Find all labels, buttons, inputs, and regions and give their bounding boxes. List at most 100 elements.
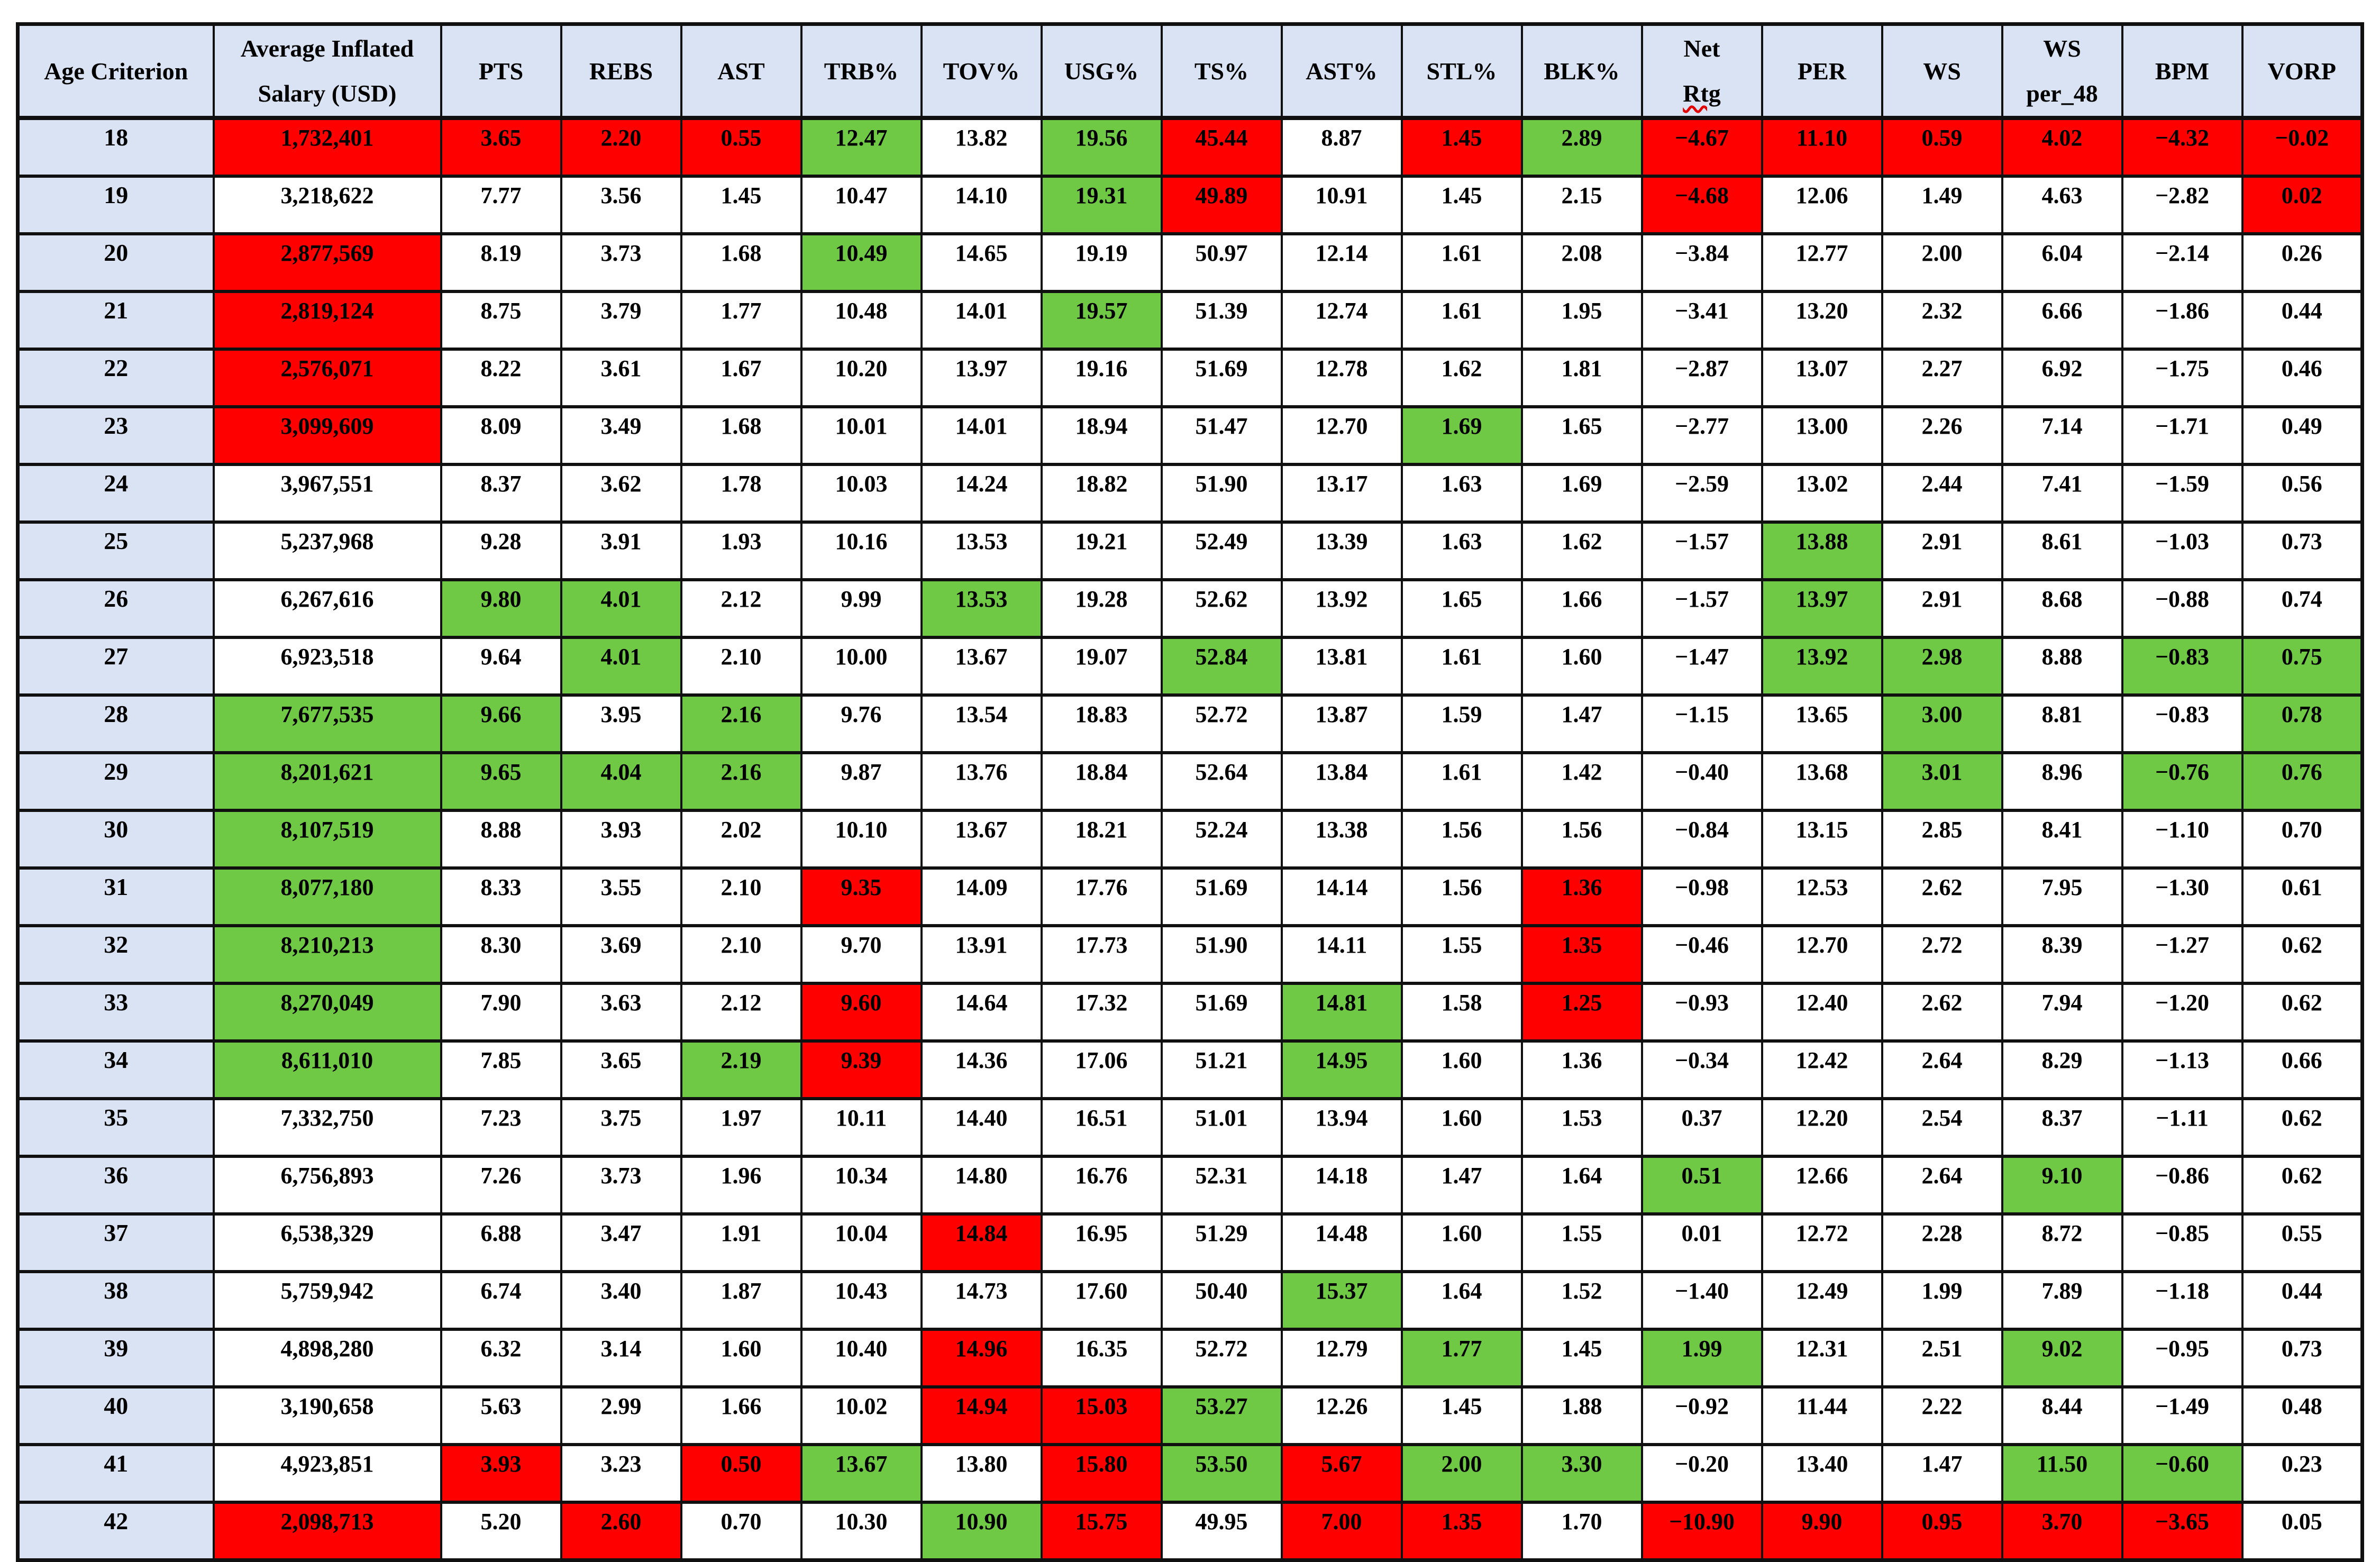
col-header-usg: USG% [1040,22,1163,121]
cell-ws: 2.72 [1881,924,2003,985]
cell-trb: 10.47 [800,175,923,236]
cell-usg: 15.80 [1040,1443,1163,1504]
cell-trb: 9.99 [800,578,923,640]
cell-tov: 14.94 [920,1385,1043,1447]
cell-ws: 1.49 [1881,175,2003,236]
cell-ts: 51.01 [1160,1097,1283,1158]
cell-astpct: 13.92 [1280,578,1403,640]
spellcheck-underline: Rtg [1683,80,1721,107]
cell-per: 13.00 [1761,405,1883,467]
cell-netrtg: −1.40 [1640,1270,1763,1331]
cell-vorp: 0.48 [2241,1385,2364,1447]
cell-wsp48: 4.63 [2001,175,2123,236]
cell-salary: 6,756,893 [212,1155,442,1216]
cell-rebs: 3.69 [560,924,682,985]
cell-bpm: −1.18 [2121,1270,2244,1331]
cell-pts: 8.09 [440,405,562,467]
cell-trb: 9.35 [800,866,923,928]
cell-rebs: 3.55 [560,866,682,928]
cell-astpct: 13.87 [1280,693,1403,755]
cell-stl: 1.45 [1400,116,1523,178]
table-row-age-18: 18 1,732,401 3.65 2.20 0.55 12.47 13.82 19.56 45… [16,116,2364,178]
cell-per: 13.07 [1761,348,1883,409]
cell-astpct: 5.67 [1280,1443,1403,1504]
col-header-salary: Average Inflated Salary (USD) [212,22,442,121]
cell-ws: 2.27 [1881,348,2003,409]
cell-astpct: 13.81 [1280,636,1403,697]
cell-stl: 2.00 [1400,1443,1523,1504]
cell-ws: 2.44 [1881,463,2003,524]
cell-rebs: 3.23 [560,1443,682,1504]
cell-trb: 10.49 [800,232,923,294]
cell-pts: 8.75 [440,290,562,351]
cell-trb: 10.34 [800,1155,923,1216]
table-row-age-28: 28 7,677,535 9.66 3.95 2.16 9.76 13.54 18.83 52.… [16,693,2364,755]
cell-usg: 16.35 [1040,1328,1163,1389]
cell-blk: 1.52 [1520,1270,1643,1331]
cell-ws: 2.54 [1881,1097,2003,1158]
cell-tov: 14.09 [920,866,1043,928]
cell-per: 13.20 [1761,290,1883,351]
cell-netrtg: −2.77 [1640,405,1763,467]
cell-blk: 1.56 [1520,809,1643,870]
col-header-age: Age Criterion [16,22,215,121]
cell-vorp: 0.74 [2241,578,2364,640]
cell-tov: 14.73 [920,1270,1043,1331]
table-row-age-40: 40 3,190,658 5.63 2.99 1.66 10.02 14.94 15.03 53… [16,1385,2364,1447]
cell-ast: 1.87 [680,1270,803,1331]
cell-trb: 10.11 [800,1097,923,1158]
cell-vorp: 0.62 [2241,924,2364,985]
table-row-age-20: 20 2,877,569 8.19 3.73 1.68 10.49 14.65 19.19 50… [16,232,2364,294]
cell-ts: 52.64 [1160,751,1283,812]
table-row-age-19: 19 3,218,622 7.77 3.56 1.45 10.47 14.10 19.31 49… [16,175,2364,236]
cell-bpm: −1.59 [2121,463,2244,524]
cell-ws: 2.00 [1881,232,2003,294]
cell-stl: 1.61 [1400,232,1523,294]
cell-pts: 8.19 [440,232,562,294]
cell-wsp48: 8.29 [2001,1039,2123,1101]
cell-tov: 14.65 [920,232,1043,294]
cell-usg: 16.51 [1040,1097,1163,1158]
cell-stl: 1.69 [1400,405,1523,467]
cell-ts: 51.69 [1160,982,1283,1043]
cell-salary: 1,732,401 [212,116,442,178]
table-row-age-22: 22 2,576,071 8.22 3.61 1.67 10.20 13.97 19.16 51… [16,348,2364,409]
cell-tov: 14.80 [920,1155,1043,1216]
cell-netrtg: −0.34 [1640,1039,1763,1101]
cell-pts: 8.33 [440,866,562,928]
cell-netrtg: −0.92 [1640,1385,1763,1447]
cell-netrtg: −4.67 [1640,116,1763,178]
cell-rebs: 2.60 [560,1501,682,1562]
cell-blk: 1.81 [1520,348,1643,409]
cell-ws: 0.95 [1881,1501,2003,1562]
row-age-label: 20 [16,232,215,294]
cell-per: 12.70 [1761,924,1883,985]
cell-ts: 49.89 [1160,175,1283,236]
cell-ts: 52.84 [1160,636,1283,697]
cell-ast: 1.68 [680,405,803,467]
col-header-bpm: BPM [2121,22,2244,121]
cell-usg: 17.73 [1040,924,1163,985]
cell-usg: 19.56 [1040,116,1163,178]
cell-salary: 4,898,280 [212,1328,442,1389]
cell-usg: 16.95 [1040,1212,1163,1274]
row-age-label: 41 [16,1443,215,1504]
cell-vorp: 0.05 [2241,1501,2364,1562]
cell-pts: 7.26 [440,1155,562,1216]
cell-blk: 1.88 [1520,1385,1643,1447]
row-age-label: 23 [16,405,215,467]
cell-blk: 1.36 [1520,866,1643,928]
cell-ts: 45.44 [1160,116,1283,178]
cell-ast: 2.19 [680,1039,803,1101]
table-row-age-33: 33 8,270,049 7.90 3.63 2.12 9.60 14.64 17.32 51.… [16,982,2364,1043]
row-age-label: 27 [16,636,215,697]
cell-astpct: 7.00 [1280,1501,1403,1562]
cell-blk: 1.45 [1520,1328,1643,1389]
cell-ast: 0.50 [680,1443,803,1504]
row-age-label: 39 [16,1328,215,1389]
cell-stl: 1.61 [1400,290,1523,351]
cell-pts: 6.32 [440,1328,562,1389]
col-header-astpct: AST% [1280,22,1403,121]
cell-blk: 1.47 [1520,693,1643,755]
cell-rebs: 3.62 [560,463,682,524]
